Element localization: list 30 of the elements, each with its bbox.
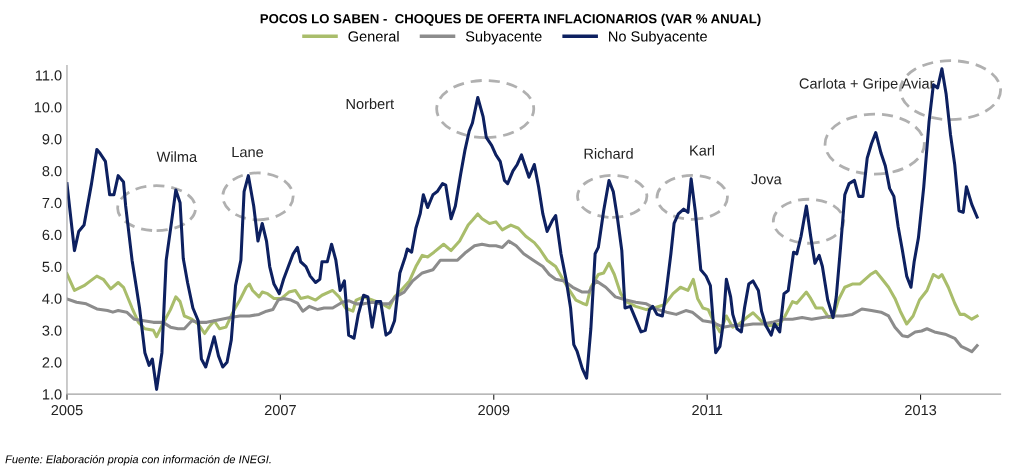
- x-tick-label: 2013: [905, 404, 937, 416]
- source-note: Fuente: Elaboración propia con información de INEGI.: [5, 454, 271, 466]
- x-tick-label: 2005: [51, 404, 83, 416]
- y-tick-label: 8.0: [42, 165, 62, 177]
- x-tick-label: 2009: [478, 404, 510, 416]
- y-tick-label: 7.0: [42, 197, 62, 209]
- annotation: Wilma: [156, 151, 198, 163]
- y-tick-label: 3.0: [42, 325, 62, 336]
- y-tick-label: 5.0: [42, 261, 62, 272]
- annotation: Carlota + Gripe Aviar: [799, 77, 935, 92]
- line-series: [66, 67, 979, 391]
- legend-label: No Subyacente: [609, 30, 707, 45]
- y-tick-label: 4.0: [42, 293, 62, 304]
- y-tick-label: 6.0: [42, 229, 62, 241]
- y-tick-label: 11.0: [35, 70, 62, 81]
- legend-label: General: [348, 30, 399, 42]
- line-series: [66, 239, 979, 354]
- y-tick-label: 1.0: [42, 389, 62, 400]
- chart-title: POCOS LO SABEN - CHOQUES DE OFERTA INFLACIONARIOS (VAR % ANUAL): [260, 13, 761, 26]
- y-tick-label: 10.0: [34, 102, 62, 113]
- y-tick-label: 2.0: [42, 357, 62, 368]
- x-tick-label: 2011: [692, 404, 723, 416]
- annotation: Jova: [751, 174, 782, 185]
- legend-label: Subyacente: [465, 30, 542, 45]
- annotation: Lane: [232, 147, 264, 158]
- y-tick-label: 9.0: [42, 134, 62, 145]
- annotation: Karl: [690, 144, 714, 156]
- annotation: Norbert: [346, 98, 394, 110]
- annotation: Richard: [584, 148, 633, 159]
- x-tick-label: 2007: [264, 404, 296, 416]
